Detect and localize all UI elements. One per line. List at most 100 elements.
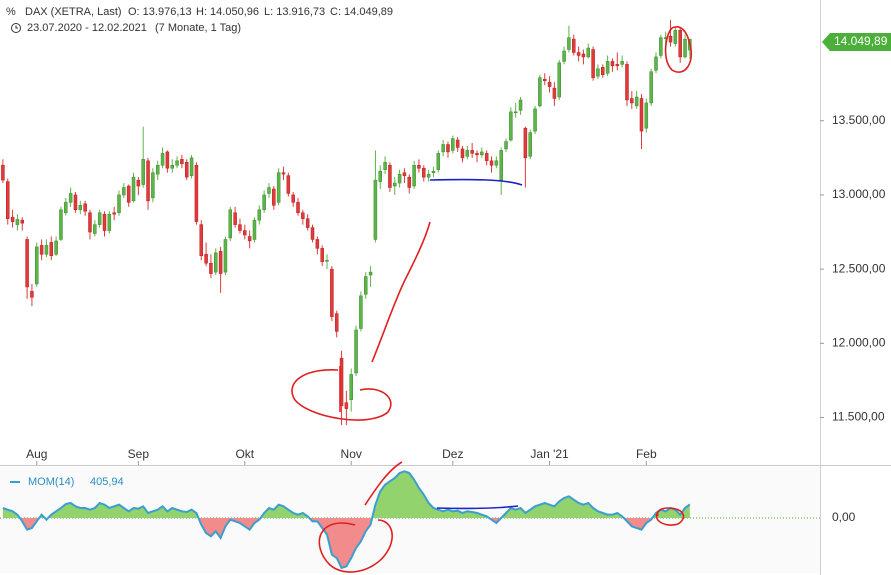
y-tick-label: 11.500,00 bbox=[832, 410, 885, 424]
candle-body bbox=[596, 68, 600, 77]
candle-body bbox=[417, 165, 421, 169]
price-tag-label: 14.049,89 bbox=[834, 34, 888, 48]
candle-body bbox=[509, 111, 513, 141]
candle-body bbox=[184, 162, 189, 178]
candle-body bbox=[180, 159, 184, 165]
candle-body bbox=[175, 160, 179, 166]
candle-body bbox=[15, 219, 20, 225]
candle-body bbox=[668, 35, 673, 43]
candle-body bbox=[480, 151, 484, 156]
candle-body bbox=[247, 236, 252, 242]
candle-body bbox=[97, 212, 102, 225]
candle-body bbox=[141, 159, 145, 185]
candle-body bbox=[484, 153, 489, 162]
date-range: 23.07.2020 - 12.02.2021 bbox=[27, 22, 147, 34]
indicator-value: 405,94 bbox=[90, 476, 124, 488]
candle-body bbox=[591, 49, 595, 78]
candle-body bbox=[601, 67, 605, 75]
candle-body bbox=[296, 202, 300, 213]
candle-body bbox=[436, 153, 441, 170]
candle-body bbox=[499, 150, 503, 181]
candle-body bbox=[30, 291, 34, 298]
candle-body bbox=[218, 251, 223, 274]
candle-body bbox=[673, 29, 678, 44]
indicator-line bbox=[2, 470, 691, 570]
annotation-line bbox=[436, 505, 519, 510]
annotation-circle bbox=[318, 519, 393, 573]
candle-body bbox=[465, 150, 470, 157]
y-tick-label: 12.500,00 bbox=[832, 261, 886, 275]
candle-body bbox=[262, 194, 266, 211]
candle-body bbox=[49, 242, 54, 257]
candle-body bbox=[170, 165, 174, 169]
candle-body bbox=[426, 173, 431, 178]
y-tick-label: 12.000,00 bbox=[832, 335, 886, 349]
candle-body bbox=[126, 185, 131, 203]
candle-body bbox=[615, 64, 620, 67]
candle-body bbox=[165, 151, 170, 169]
candle-body bbox=[25, 239, 29, 288]
annotation-circle bbox=[655, 507, 685, 526]
candle-body bbox=[397, 173, 402, 184]
candle-body bbox=[325, 259, 329, 262]
candle-body bbox=[88, 212, 92, 233]
candle-body bbox=[39, 245, 44, 255]
candle-body bbox=[402, 172, 407, 176]
low-label: L: 13.916,73 bbox=[264, 6, 325, 18]
candle-body bbox=[533, 108, 537, 132]
candle-body bbox=[542, 78, 547, 81]
candle-body bbox=[455, 139, 460, 148]
candle-body bbox=[460, 148, 465, 159]
annotations bbox=[291, 26, 692, 573]
open-label: O: 13.976,13 bbox=[128, 6, 192, 18]
candle-body bbox=[659, 37, 663, 56]
candle-body bbox=[291, 194, 295, 203]
candle-body bbox=[446, 144, 450, 153]
candle-body bbox=[131, 176, 136, 202]
x-tick-label: Feb bbox=[636, 447, 657, 461]
candle-body bbox=[243, 230, 247, 236]
x-tick-label: Sep bbox=[128, 447, 150, 461]
candle-body bbox=[552, 87, 557, 99]
icon: % bbox=[6, 6, 16, 18]
candle-body bbox=[194, 165, 199, 222]
candle-body bbox=[649, 71, 653, 104]
candle-body bbox=[204, 254, 208, 264]
price-tag bbox=[822, 33, 891, 51]
candle-body bbox=[35, 246, 39, 285]
candle-body bbox=[112, 212, 116, 215]
symbol: DAX (XETRA, Last) bbox=[25, 6, 122, 18]
close-label: C: 14.049,89 bbox=[330, 6, 393, 18]
candle-body bbox=[160, 153, 165, 166]
candle-body bbox=[683, 38, 687, 58]
candle-body bbox=[610, 61, 615, 67]
candle-body bbox=[305, 218, 310, 228]
candle-body bbox=[93, 224, 97, 234]
candle-body bbox=[518, 99, 523, 111]
indicator-tick-label: 0,00 bbox=[832, 510, 856, 524]
annotation-circle bbox=[664, 26, 692, 73]
clock-hand bbox=[15, 25, 18, 29]
candle-body bbox=[363, 276, 368, 295]
candle-body bbox=[107, 213, 112, 231]
candle-body bbox=[330, 268, 334, 317]
period: (7 Monate, 1 Tag) bbox=[155, 22, 241, 34]
candle-body bbox=[368, 271, 373, 276]
candle-body bbox=[228, 209, 233, 239]
candle-body bbox=[122, 187, 126, 196]
candle-body bbox=[334, 313, 339, 332]
x-tick-label: Aug bbox=[26, 447, 47, 461]
indicator-area-positive bbox=[2, 471, 690, 518]
candle-body bbox=[475, 153, 479, 156]
candle-body bbox=[315, 239, 320, 249]
candle-body bbox=[301, 212, 305, 219]
candle-body bbox=[189, 157, 194, 176]
candle-body bbox=[310, 227, 315, 240]
candle-body bbox=[567, 37, 571, 50]
candle-body bbox=[359, 295, 363, 329]
candle-body bbox=[620, 61, 624, 65]
candle-body bbox=[378, 170, 382, 182]
candle-body bbox=[20, 219, 25, 224]
x-tick-label: Okt bbox=[235, 447, 254, 461]
y-tick-label: 13.000,00 bbox=[832, 187, 886, 201]
